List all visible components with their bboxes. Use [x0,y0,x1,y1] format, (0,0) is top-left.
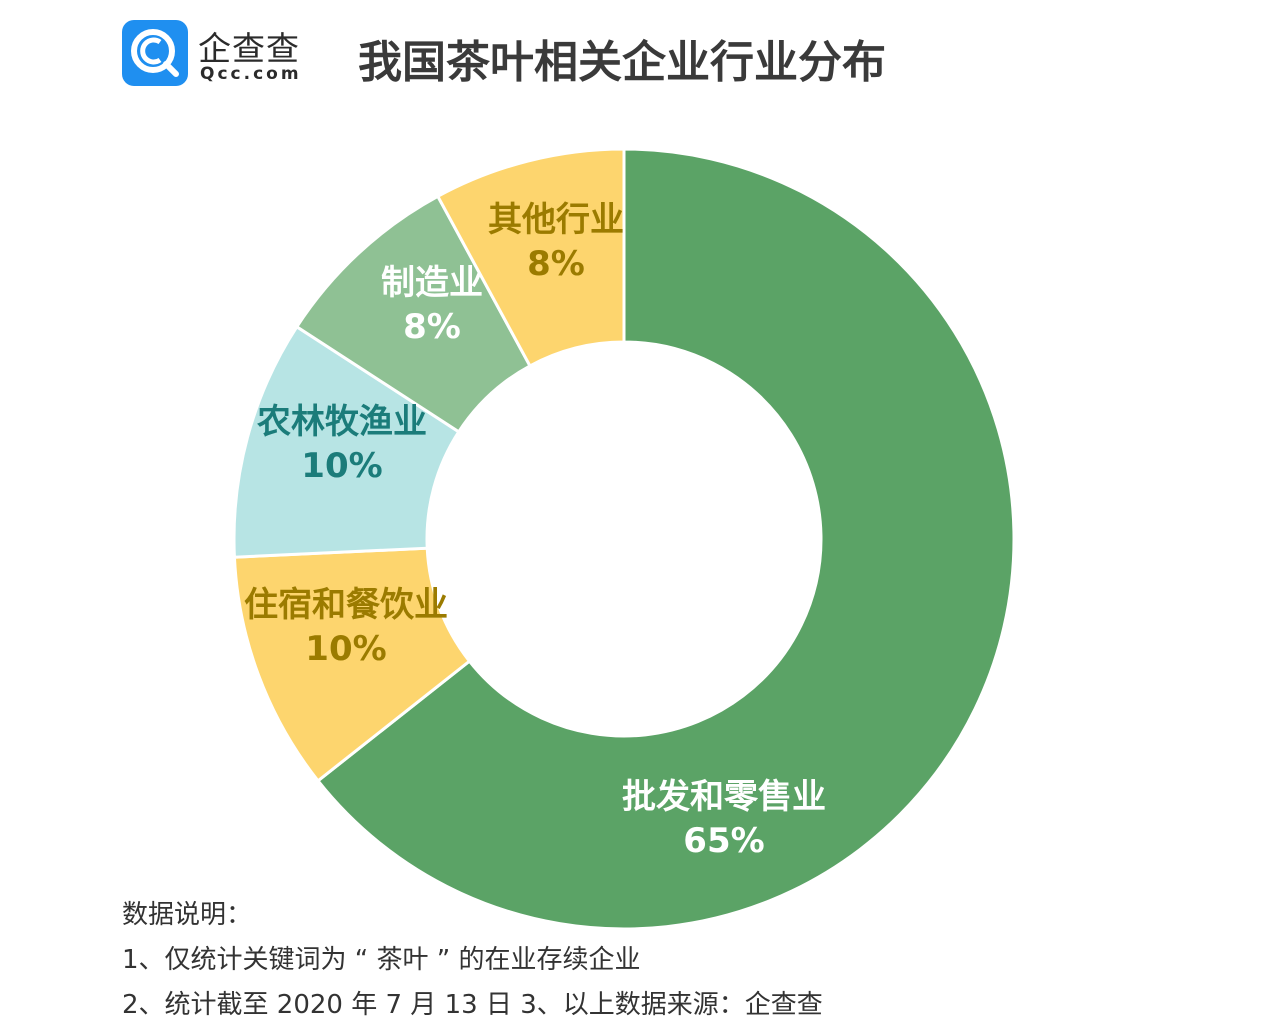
slice-label-name: 制造业 [381,263,483,303]
logo-english-name: Qcc.com [200,64,302,84]
notes-line-2: 2、统计截至 2020 年 7 月 13 日 3、以上数据来源：企查查 [122,990,823,1020]
slice-label-percent: 8% [527,244,585,284]
slice-label-percent: 8% [403,307,461,347]
data-notes: 数据说明： 1、仅统计关键词为 “ 茶叶 ” 的在业存续企业 2、统计截至 20… [122,893,823,1028]
donut-slice [435,147,626,368]
notes-heading: 数据说明： [122,900,253,930]
qcc-logo-icon [122,20,188,86]
donut-slice [315,147,1016,931]
slice-label-name: 其他行业 [488,200,624,240]
chart-title: 我国茶叶相关企业行业分布 [358,37,886,88]
slice-label-name: 住宿和餐饮业 [244,585,448,625]
notes-line-1: 1、仅统计关键词为 “ 茶叶 ” 的在业存续企业 [122,945,641,975]
slice-label-percent: 10% [301,446,382,486]
logo-chinese-name: 企查查 [198,29,300,68]
qcc-logo: 企查查 Qcc.com [122,20,322,86]
slice-label-percent: 65% [683,821,764,861]
slice-label-percent: 10% [305,629,386,669]
slice-label-name: 批发和零售业 [622,777,826,817]
slice-label-name: 农林牧渔业 [257,402,427,442]
